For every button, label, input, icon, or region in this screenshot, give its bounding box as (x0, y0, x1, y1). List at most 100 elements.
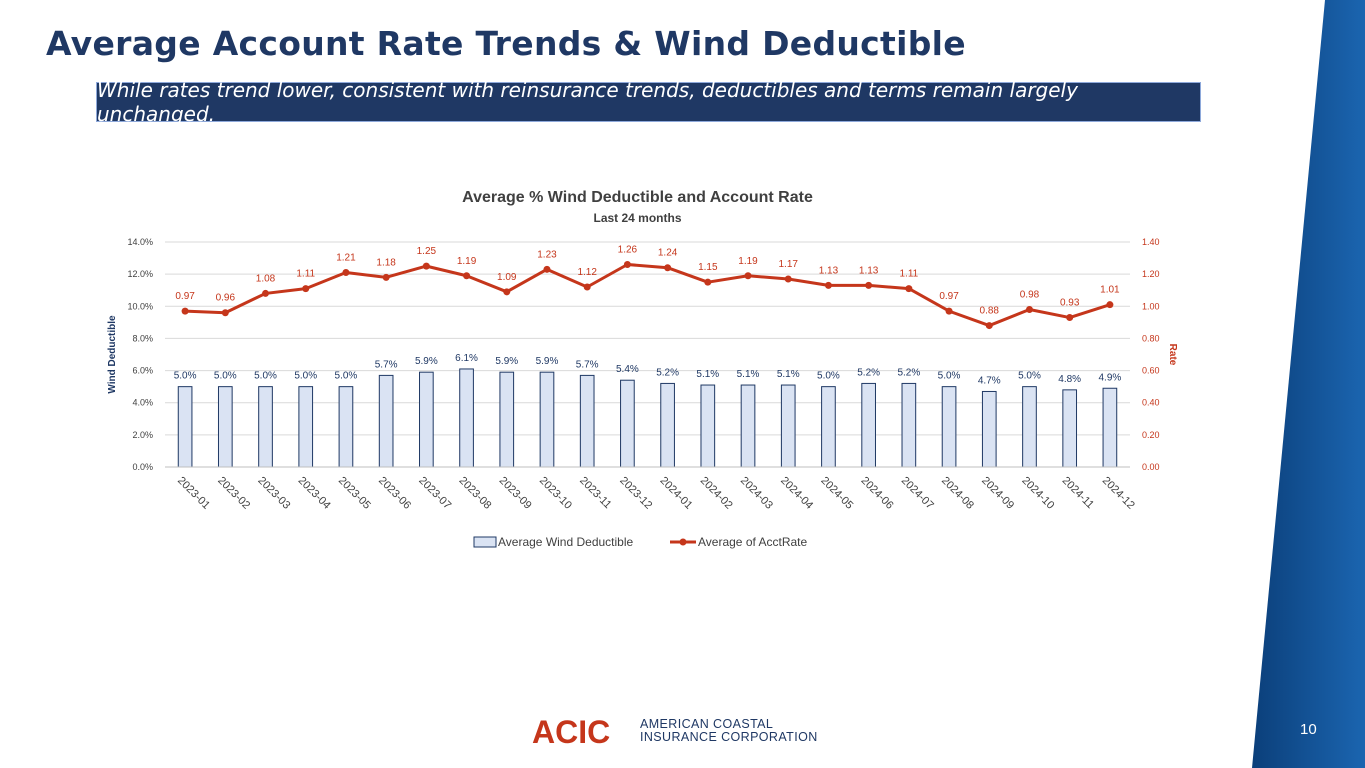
rate-data-label: 0.96 (216, 293, 236, 304)
x-tick-label: 2023-09 (497, 475, 534, 512)
rate-point (302, 285, 310, 293)
rate-data-label: 0.98 (1020, 290, 1040, 301)
bar (539, 371, 555, 468)
bar-data-label: 5.0% (254, 371, 277, 382)
rate-data-label: 0.97 (939, 291, 959, 302)
logo-mark: ACIC (532, 717, 610, 745)
chart-title: Average % Wind Deductible and Account Ra… (462, 189, 813, 206)
rate-data-label: 1.26 (618, 245, 638, 256)
bar-data-label: 5.4% (616, 364, 639, 375)
rate-data-label: 1.11 (899, 269, 918, 280)
rate-point (181, 307, 189, 315)
rate-point (382, 273, 390, 281)
bar (298, 386, 314, 468)
y-right-tick-label: 0.00 (1142, 462, 1160, 472)
rate-data-label: 1.17 (778, 259, 798, 270)
logo-line-2: INSURANCE CORPORATION (640, 730, 818, 744)
bar-data-label: 5.0% (294, 371, 317, 382)
x-tick-label: 2023-12 (617, 475, 654, 512)
bar-data-label: 5.0% (817, 371, 840, 382)
x-tick-label: 2023-07 (416, 475, 453, 512)
logo-line-1: AMERICAN COASTAL (640, 717, 774, 731)
bar-data-label: 5.0% (938, 371, 961, 382)
bar (378, 374, 394, 468)
bar-data-label: 5.2% (656, 367, 679, 378)
company-logo: ACIC AMERICAN COASTAL INSURANCE CORPORAT… (532, 716, 818, 746)
rate-point (422, 262, 430, 270)
x-tick-label: 2023-08 (456, 475, 493, 512)
y-left-axis-label: Wind Deductible (107, 315, 118, 394)
rate-point (824, 281, 832, 289)
x-tick-label: 2024-05 (818, 475, 855, 512)
legend-line-marker (679, 538, 687, 546)
x-tick-label: 2023-01 (175, 475, 212, 512)
rate-point (583, 283, 591, 291)
rate-point (865, 281, 873, 289)
rate-point (744, 272, 752, 280)
x-tick-label: 2024-08 (939, 475, 976, 512)
bar-data-label: 5.7% (375, 359, 398, 370)
bar (217, 386, 233, 468)
page-title: Average Account Rate Trends & Wind Deduc… (46, 24, 966, 63)
rate-point (905, 285, 913, 293)
rate-data-label: 1.09 (497, 272, 517, 283)
rate-data-label: 1.18 (376, 257, 396, 268)
bar-data-label: 5.1% (737, 369, 760, 380)
rate-data-label: 1.19 (457, 256, 477, 267)
chart-subtitle: Last 24 months (593, 211, 681, 225)
page-number: 10 (1300, 721, 1317, 738)
rate-data-label: 1.23 (537, 249, 557, 260)
x-tick-label: 2024-09 (979, 475, 1016, 512)
bar-data-label: 5.2% (897, 367, 920, 378)
bar-data-label: 5.0% (214, 371, 237, 382)
y-left-tick-label: 4.0% (132, 398, 153, 408)
subtitle-banner: While rates trend lower, consistent with… (96, 78, 1201, 126)
bar (459, 368, 474, 468)
rate-point (503, 288, 511, 296)
bar-data-label: 5.9% (415, 356, 438, 367)
x-tick-label: 2023-02 (215, 475, 252, 512)
x-tick-label: 2024-11 (1060, 475, 1096, 511)
y-left-tick-label: 12.0% (127, 269, 153, 279)
y-right-tick-label: 0.40 (1142, 398, 1160, 408)
rate-point (704, 278, 712, 286)
rate-point (543, 265, 551, 273)
legend-bar-swatch (473, 536, 497, 548)
rate-data-label: 0.93 (1060, 298, 1080, 309)
rate-point (1066, 314, 1074, 322)
bar (620, 379, 635, 468)
rate-data-label: 1.13 (819, 265, 839, 276)
y-right-tick-label: 1.20 (1142, 269, 1160, 279)
rate-data-label: 1.24 (658, 248, 678, 259)
y-left-tick-label: 0.0% (132, 462, 153, 472)
bar (258, 386, 273, 468)
rate-data-label: 1.21 (336, 253, 356, 264)
rate-data-label: 1.13 (859, 265, 879, 276)
rate-data-label: 1.25 (417, 246, 437, 257)
rate-data-label: 1.08 (256, 273, 276, 284)
x-tick-label: 2023-10 (537, 475, 574, 512)
rate-data-label: 1.12 (577, 267, 597, 278)
rate-point (945, 307, 953, 315)
bar-data-label: 4.9% (1098, 372, 1121, 383)
x-tick-label: 2023-05 (336, 475, 373, 512)
y-left-tick-label: 10.0% (127, 301, 153, 311)
bar (780, 384, 796, 468)
bar-data-label: 5.2% (857, 367, 880, 378)
bar-data-label: 4.8% (1058, 374, 1081, 385)
x-tick-label: 2023-06 (376, 475, 413, 512)
bar (660, 382, 675, 468)
bar-data-label: 5.1% (777, 369, 800, 380)
bar (821, 386, 836, 468)
x-tick-label: 2023-11 (577, 475, 613, 511)
rate-data-label: 1.19 (738, 256, 758, 267)
bar (1102, 387, 1118, 468)
y-right-tick-label: 1.40 (1142, 237, 1160, 247)
rate-point (463, 272, 471, 280)
y-right-axis-label: Rate (1167, 344, 1178, 366)
y-right-tick-label: 1.00 (1142, 301, 1160, 311)
rate-point (221, 309, 229, 317)
bar (981, 390, 997, 468)
rate-point (985, 322, 993, 330)
bar-data-label: 5.9% (495, 356, 518, 367)
